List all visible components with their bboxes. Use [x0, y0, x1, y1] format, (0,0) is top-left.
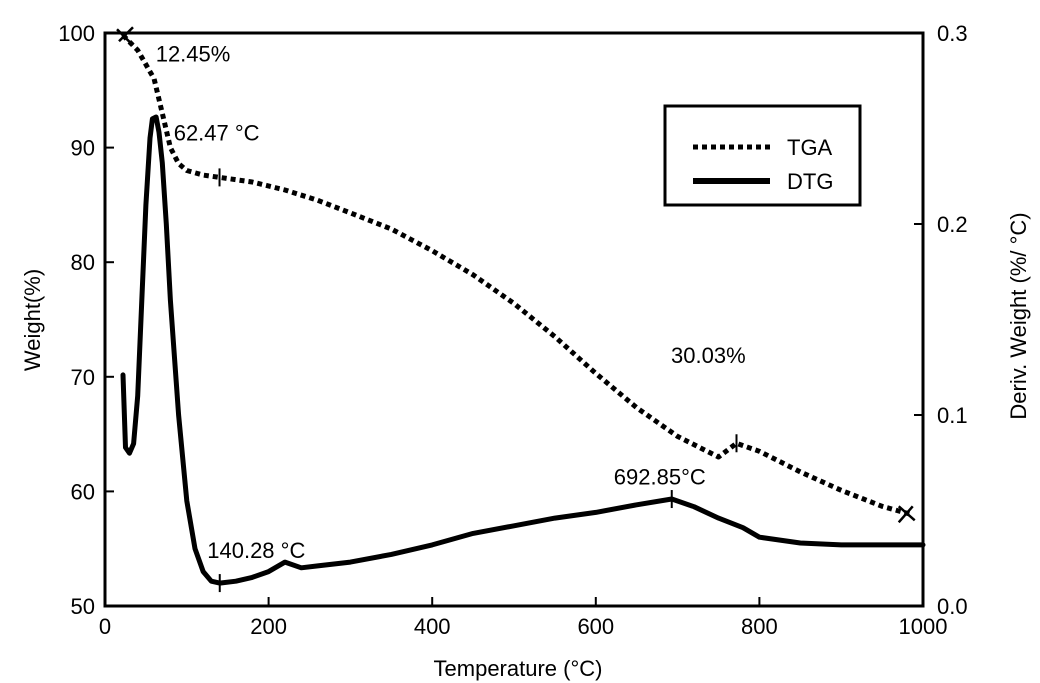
y-axis-right-title: Deriv. Weight (%/ °C)	[1006, 212, 1031, 419]
legend-label-tga: TGA	[787, 135, 833, 160]
y-left-tick-label: 70	[71, 365, 95, 390]
y-left-tick-label: 60	[71, 479, 95, 504]
y-right-tick-label: 0.2	[937, 212, 968, 237]
y-left-tick-label: 80	[71, 250, 95, 275]
plot-frame	[103, 31, 925, 608]
y-left-tick-label: 50	[71, 594, 95, 619]
annotation-layer: 12.45% 62.47 °C 140.28 °C 30.03% 692.85°C	[156, 42, 746, 563]
tga-end-marker	[897, 505, 916, 524]
x-tick-label: 1000	[899, 614, 948, 639]
series-line-dtg	[120, 114, 926, 586]
series-line-tga	[121, 33, 912, 517]
y-axis-left-title: Weight(%)	[20, 269, 45, 371]
x-tick-label: 600	[577, 614, 614, 639]
x-tick-label: 400	[414, 614, 451, 639]
y-right-tick-label: 0.1	[937, 403, 968, 428]
legend: TGA DTG	[663, 104, 862, 207]
x-tick-label: 200	[250, 614, 287, 639]
series-layer	[116, 26, 926, 593]
legend-label-dtg: DTG	[787, 169, 833, 194]
x-axis-title: Temperature (°C)	[434, 656, 603, 681]
y-left-tick-label: 100	[58, 21, 95, 46]
annotation-label: 12.45%	[156, 42, 231, 67]
x-tick-label: 0	[99, 614, 111, 639]
plot-axes: 0 200 400 600 800 1000 50 60 70 80 90 100 0.0 0.1 0.2 0…	[58, 21, 967, 639]
annotation-label: 30.03%	[671, 343, 746, 368]
y-right-tick-label: 0.3	[937, 21, 968, 46]
y-left-tick-label: 90	[71, 136, 95, 161]
legend-box	[663, 104, 862, 207]
annotation-label: 692.85°C	[614, 465, 706, 490]
y-right-tick-label: 0.0	[937, 594, 968, 619]
annotation-label: 140.28 °C	[207, 538, 305, 563]
annotation-label: 62.47 °C	[174, 121, 260, 146]
x-tick-label: 800	[741, 614, 778, 639]
tga-start-marker	[116, 26, 134, 47]
